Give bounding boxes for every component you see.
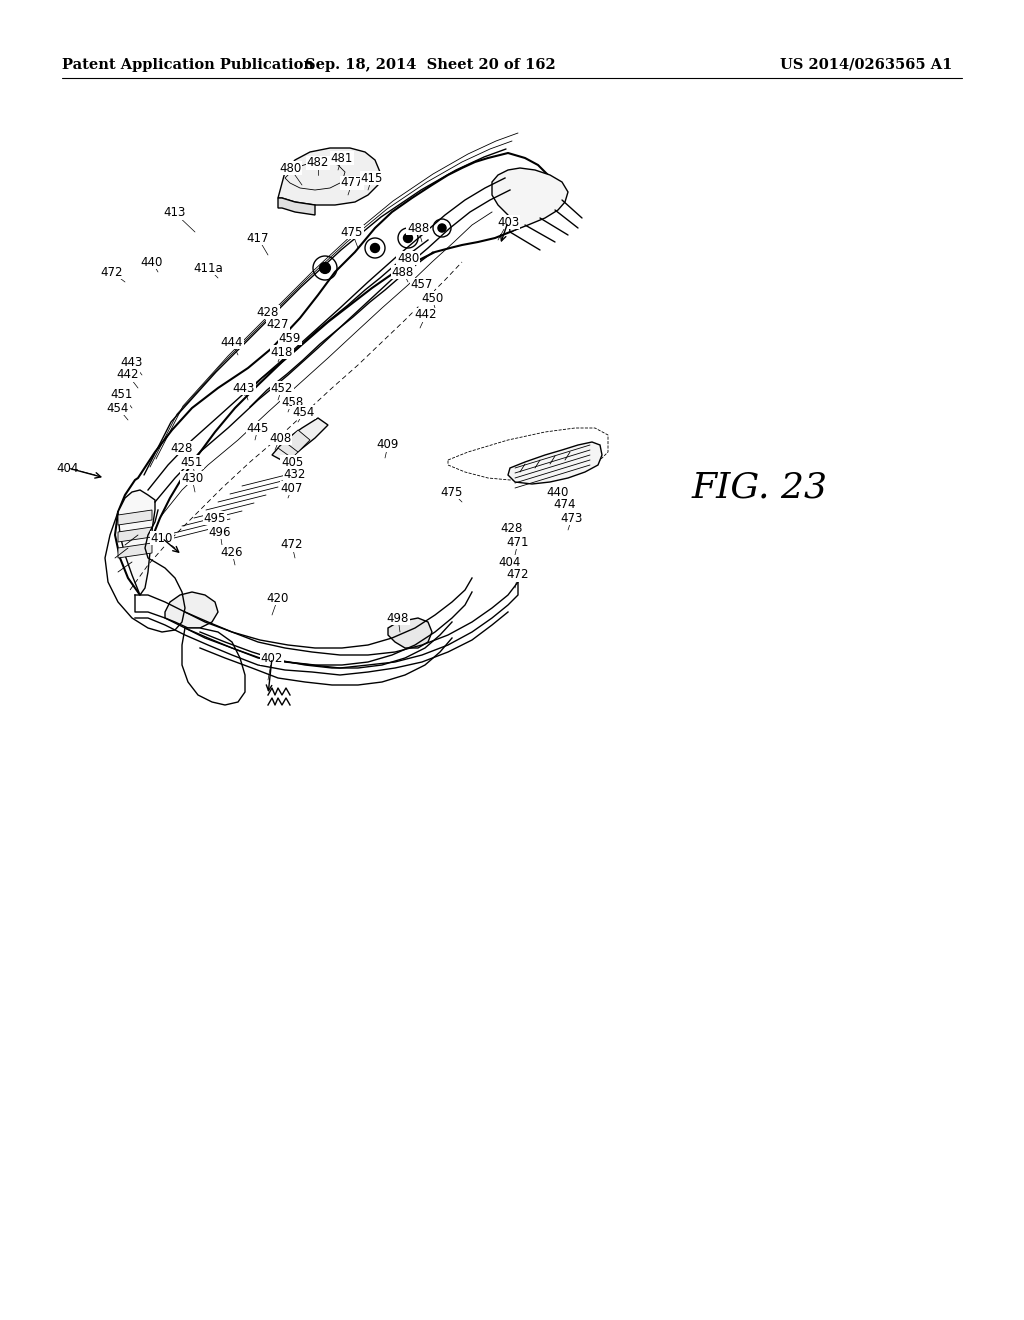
Polygon shape [118, 490, 155, 595]
Circle shape [403, 234, 413, 243]
Polygon shape [278, 436, 305, 458]
Text: 472: 472 [100, 265, 123, 279]
Text: 496: 496 [209, 525, 231, 539]
Text: 477: 477 [341, 177, 364, 190]
Text: 472: 472 [281, 539, 303, 552]
Polygon shape [115, 153, 552, 595]
Text: 413: 413 [164, 206, 186, 219]
Polygon shape [278, 198, 315, 215]
Text: 443: 443 [232, 381, 255, 395]
Text: 482: 482 [307, 157, 329, 169]
Text: 440: 440 [547, 486, 569, 499]
Text: 442: 442 [415, 309, 437, 322]
Text: 457: 457 [411, 279, 433, 292]
Text: 432: 432 [284, 469, 306, 482]
Text: 442: 442 [117, 368, 139, 381]
Text: 480: 480 [279, 161, 301, 174]
Polygon shape [272, 418, 328, 462]
Text: 450: 450 [421, 292, 443, 305]
Text: 474: 474 [554, 499, 577, 511]
Text: 473: 473 [561, 511, 584, 524]
Text: 404: 404 [56, 462, 79, 474]
Text: 498: 498 [387, 611, 410, 624]
Text: 408: 408 [269, 432, 291, 445]
Text: 428: 428 [501, 521, 523, 535]
Circle shape [371, 243, 380, 252]
Polygon shape [285, 430, 310, 451]
Polygon shape [165, 591, 218, 628]
Polygon shape [508, 442, 602, 484]
Text: FIG. 23: FIG. 23 [692, 471, 828, 506]
Text: 426: 426 [221, 545, 244, 558]
Text: 410: 410 [151, 532, 173, 544]
Text: 405: 405 [281, 455, 303, 469]
Polygon shape [118, 543, 152, 558]
Text: 444: 444 [221, 335, 244, 348]
Text: 409: 409 [377, 438, 399, 451]
Text: 407: 407 [281, 482, 303, 495]
Polygon shape [118, 510, 152, 525]
Text: 451: 451 [181, 455, 203, 469]
Polygon shape [492, 168, 568, 232]
Text: 454: 454 [106, 401, 129, 414]
Text: Patent Application Publication: Patent Application Publication [62, 58, 314, 73]
Text: US 2014/0263565 A1: US 2014/0263565 A1 [780, 58, 952, 73]
Text: 443: 443 [121, 355, 143, 368]
Text: 428: 428 [257, 305, 280, 318]
Text: 403: 403 [497, 215, 519, 228]
Circle shape [319, 263, 331, 273]
Text: 427: 427 [266, 318, 289, 331]
Text: 488: 488 [407, 222, 429, 235]
Text: 459: 459 [279, 331, 301, 345]
Text: 481: 481 [331, 152, 353, 165]
Text: 418: 418 [270, 346, 293, 359]
Text: 402: 402 [261, 652, 284, 664]
Text: 495: 495 [204, 511, 226, 524]
Text: 475: 475 [341, 226, 364, 239]
Text: 472: 472 [507, 569, 529, 582]
Text: 475: 475 [440, 486, 463, 499]
Text: 445: 445 [247, 421, 269, 434]
Polygon shape [278, 148, 380, 205]
Text: 417: 417 [247, 231, 269, 244]
Text: 451: 451 [111, 388, 133, 401]
Text: 454: 454 [293, 405, 315, 418]
Text: 420: 420 [267, 591, 289, 605]
Text: 428: 428 [171, 441, 194, 454]
Text: 430: 430 [181, 471, 203, 484]
Text: 471: 471 [507, 536, 529, 549]
Text: 411a: 411a [194, 261, 223, 275]
Text: 404: 404 [499, 556, 521, 569]
Text: 452: 452 [270, 381, 293, 395]
Circle shape [438, 224, 446, 232]
Polygon shape [118, 527, 152, 543]
Text: 458: 458 [281, 396, 303, 408]
Polygon shape [182, 628, 245, 705]
Polygon shape [388, 618, 432, 648]
Text: 480: 480 [397, 252, 419, 264]
Text: 488: 488 [392, 265, 414, 279]
Text: 440: 440 [141, 256, 163, 268]
Text: Sep. 18, 2014  Sheet 20 of 162: Sep. 18, 2014 Sheet 20 of 162 [304, 58, 555, 73]
Text: 415: 415 [360, 172, 383, 185]
